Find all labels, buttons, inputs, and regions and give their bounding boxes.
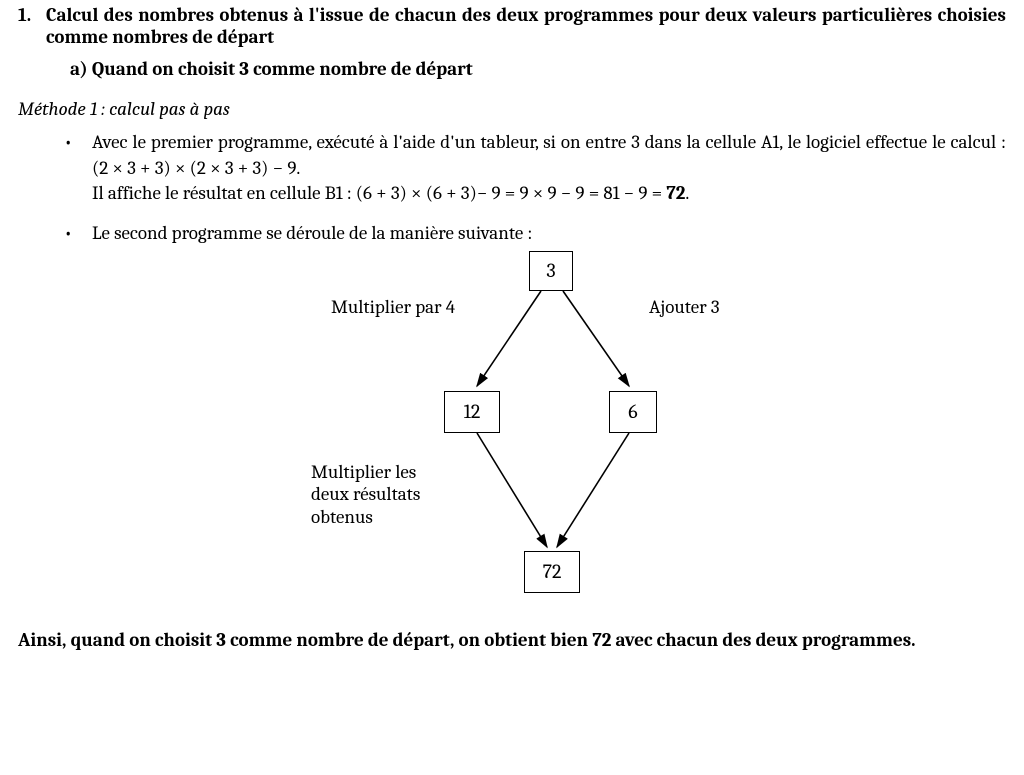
- bullet-list: Avec le premier programme, exécuté à l'a…: [18, 130, 1006, 611]
- diagram-label-add3: Ajouter 3: [649, 296, 720, 319]
- bullet1-line1: Avec le premier programme, exécuté à l'a…: [92, 131, 1006, 179]
- list-item: Le second programme se déroule de la man…: [18, 221, 1006, 611]
- diagram-label-mult4: Multiplier par 4: [331, 296, 455, 319]
- diagram-node-top: 3: [529, 251, 573, 291]
- page: 1. Calcul des nombres obtenus à l'issue …: [0, 0, 1024, 669]
- diagram-label-multres: Multiplier les deux résultats obtenus: [311, 461, 420, 529]
- question-subpart: a) Quand on choisit 3 comme nombre de dé…: [70, 58, 1006, 80]
- question-number: 1.: [18, 4, 46, 48]
- diagram-node-bottom: 72: [524, 551, 580, 593]
- list-item: Avec le premier programme, exécuté à l'a…: [18, 130, 1006, 207]
- bullet2-text: Le second programme se déroule de la man…: [92, 222, 532, 244]
- bullet1-line2b: 72: [666, 182, 685, 204]
- flow-diagram: 3 12 6 72 Multiplier par 4 Ajouter 3 Multipli…: [269, 251, 829, 611]
- conclusion: Ainsi, quand on choisit 3 comme nombre d…: [18, 629, 1006, 651]
- bullet1-line2c: .: [685, 182, 689, 204]
- question-title: Calcul des nombres obtenus à l'issue de …: [46, 4, 1006, 48]
- question-row: 1. Calcul des nombres obtenus à l'issue …: [18, 4, 1006, 48]
- bullet1-line2a: Il affiche le résultat en cellule B1 : (…: [92, 182, 666, 204]
- diagram-node-left: 12: [444, 391, 500, 433]
- diagram-node-right: 6: [609, 391, 657, 433]
- method-heading: Méthode 1 : calcul pas à pas: [18, 98, 1006, 120]
